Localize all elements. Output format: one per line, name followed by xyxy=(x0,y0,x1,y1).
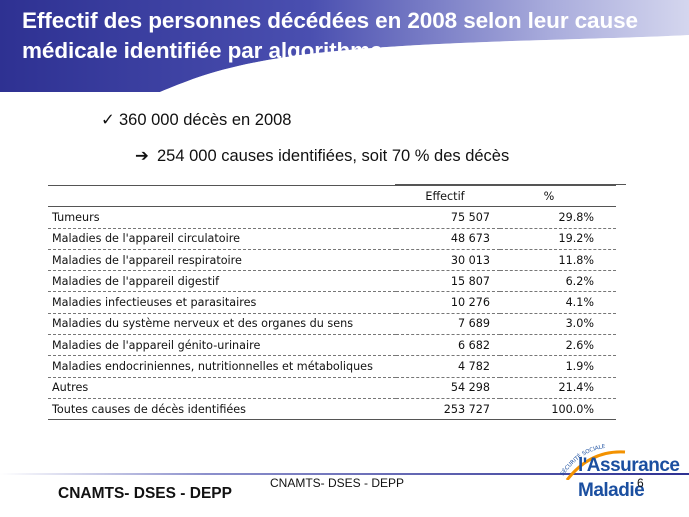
table-top-rule xyxy=(395,184,626,185)
bullet-level1: ✓ 360 000 décès en 2008 xyxy=(101,110,292,130)
row-effectif: 7 689 xyxy=(457,317,490,331)
row-pct: 19.2% xyxy=(558,232,594,246)
table-row: Maladies de l'appareil digestif 15 807 6.2… xyxy=(48,271,616,292)
table-row: Tumeurs 75 507 29.8% xyxy=(48,207,616,229)
bullet-level2-text: 254 000 causes identifiées, soit 70 % de… xyxy=(157,147,510,165)
row-effectif: 253 727 xyxy=(443,402,490,416)
row-label: Maladies de l'appareil respiratoire xyxy=(52,253,242,267)
row-pct: 6.2% xyxy=(565,274,594,288)
header-effectif: Effectif xyxy=(396,185,500,208)
header-pct: % xyxy=(500,185,616,208)
row-label: Maladies de l'appareil digestif xyxy=(52,274,220,288)
row-label: Maladies infectieuses et parasitaires xyxy=(52,296,257,310)
row-label: Toutes causes de décès identifiées xyxy=(52,402,246,416)
row-effectif: 75 507 xyxy=(450,210,490,224)
table-row-total: Toutes causes de décès identifiées 253 72… xyxy=(48,398,616,420)
table-row: Maladies de l'appareil respiratoire 30 01… xyxy=(48,249,616,271)
row-pct: 100.0% xyxy=(551,402,594,416)
row-effectif: 48 673 xyxy=(450,232,490,246)
row-pct: 29.8% xyxy=(558,210,594,224)
table-row: Maladies endocriniennes, nutritionnelles… xyxy=(48,356,616,378)
deaths-table: Effectif % Tumeurs 75 507 29.8% Maladies d… xyxy=(48,185,616,420)
row-effectif: 6 682 xyxy=(457,338,490,352)
row-effectif: 4 782 xyxy=(457,360,490,374)
check-icon: ✓ xyxy=(101,111,115,129)
row-label: Maladies de l'appareil circulatoire xyxy=(52,232,240,246)
table-row: Maladies du système nerveux et des organ… xyxy=(48,313,616,335)
page-title: Effectif des personnes décédées en 2008 … xyxy=(22,8,638,63)
row-pct: 1.9% xyxy=(565,360,594,374)
footer-center-text: CNAMTS- DSES - DEPP xyxy=(270,476,405,490)
header-label xyxy=(48,185,396,208)
arrow-right-icon: ➔ xyxy=(135,147,149,165)
logo-text-maladie: Maladie xyxy=(578,480,645,501)
row-effectif: 10 276 xyxy=(450,296,490,310)
row-pct: 21.4% xyxy=(558,381,594,395)
header-background xyxy=(0,0,689,92)
row-pct: 4.1% xyxy=(565,296,594,310)
table-row: Autres 54 298 21.4% xyxy=(48,377,616,399)
bullet-level1-text: 360 000 décès en 2008 xyxy=(119,111,292,129)
row-effectif: 54 298 xyxy=(450,381,490,395)
bullet-level2: ➔ 254 000 causes identifiées, soit 70 % d… xyxy=(135,146,509,166)
logo-text-assurance: l'Assurance xyxy=(578,455,680,476)
footer-org: CNAMTS- DSES - DEPP xyxy=(58,485,232,502)
table-row: Maladies infectieuses et parasitaires 10 … xyxy=(48,292,616,314)
table-row: Maladies de l'appareil génito-urinaire 6 … xyxy=(48,335,616,356)
row-label: Tumeurs xyxy=(52,210,100,224)
footer-rule xyxy=(0,473,689,475)
assurance-maladie-logo-arc: SÉCURITÉ SOCIALE xyxy=(560,444,626,480)
table-row: Maladies de l'appareil circulatoire 48 67… xyxy=(48,228,616,250)
row-label: Maladies endocriniennes, nutritionnelles… xyxy=(52,360,373,374)
header-band: Effectif des personnes décédées en 2008 … xyxy=(0,0,689,92)
row-pct: 2.6% xyxy=(565,338,594,352)
row-label: Maladies du système nerveux et des organ… xyxy=(52,317,354,331)
row-effectif: 30 013 xyxy=(450,253,490,267)
row-pct: 11.8% xyxy=(558,253,594,267)
table-header-row: Effectif % xyxy=(48,185,616,208)
row-label: Maladies de l'appareil génito-urinaire xyxy=(52,338,261,352)
row-label: Autres xyxy=(52,381,89,395)
row-effectif: 15 807 xyxy=(450,274,490,288)
row-pct: 3.0% xyxy=(565,317,594,331)
page-number: 6 xyxy=(637,476,644,490)
